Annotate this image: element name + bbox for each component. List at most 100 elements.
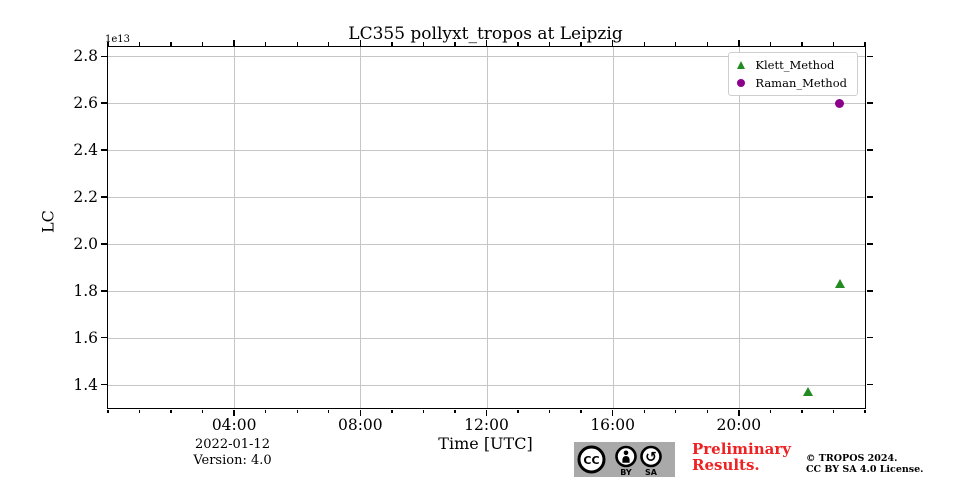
by-icon: BY [615, 445, 637, 477]
x-tick-minor-top [548, 42, 551, 46]
x-tick-major-bottom [485, 409, 488, 416]
y-tick-left [100, 243, 107, 245]
x-tick-minor-bottom [801, 409, 803, 413]
data-point-klett_method [834, 279, 845, 289]
y-axis-offset-label: 1e13 [105, 34, 131, 45]
y-tick-label: 2.0 [73, 234, 98, 253]
x-tick-minor-bottom [422, 409, 425, 413]
y-tick-right [866, 336, 873, 339]
x-tick-minor-bottom [170, 409, 172, 413]
cc-by-sa-badge-icon: CC BY ↺ SA [574, 442, 675, 477]
legend: Klett_Method Raman_Method [728, 52, 858, 96]
x-tick-minor-bottom [265, 409, 267, 413]
y-tick-left [100, 196, 107, 198]
y-tick-right [866, 383, 873, 386]
x-tick-minor-top [643, 42, 645, 46]
x-tick-major-bottom [359, 409, 362, 416]
x-tick-minor-top [391, 42, 393, 46]
y-tick-left [100, 383, 107, 386]
y-tick-label: 1.4 [73, 375, 98, 394]
x-tick-minor-top [265, 42, 267, 46]
x-tick-major-bottom [233, 409, 235, 416]
gridline-x [486, 47, 488, 408]
legend-item-raman_method: Raman_Method [737, 76, 847, 90]
x-tick-label: 04:00 [211, 416, 257, 434]
y-tick-left [100, 55, 107, 58]
x-tick-minor-top [454, 42, 456, 46]
copyright-text: © TROPOS 2024. CC BY SA 4.0 License. [806, 453, 924, 475]
y-axis-label: LC [38, 210, 58, 233]
x-tick-minor-top [138, 42, 141, 46]
y-tick-right [866, 289, 873, 292]
x-tick-minor-top [107, 42, 109, 46]
x-tick-minor-bottom [706, 409, 708, 413]
x-tick-minor-bottom [548, 409, 551, 413]
sa-text: SA [645, 468, 658, 477]
x-tick-minor-bottom [580, 409, 582, 413]
x-tick-major-top [359, 39, 362, 46]
x-tick-minor-bottom [675, 409, 677, 413]
x-tick-minor-bottom [643, 409, 645, 413]
sa-arrow-glyph: ↺ [645, 450, 657, 466]
y-tick-right [866, 102, 873, 105]
y-tick-right [866, 149, 873, 151]
x-tick-minor-top [769, 42, 772, 46]
x-tick-major-bottom [611, 409, 614, 416]
x-tick-major-bottom [738, 409, 740, 416]
y-tick-label: 2.6 [73, 94, 98, 113]
x-tick-minor-top [296, 42, 298, 46]
x-tick-minor-bottom [517, 409, 519, 413]
x-tick-label: 08:00 [337, 416, 383, 434]
y-tick-label: 2.2 [73, 188, 98, 207]
x-tick-minor-bottom [832, 409, 835, 413]
x-tick-minor-bottom [138, 409, 141, 413]
x-tick-label: 16:00 [590, 416, 635, 434]
gridline-x [234, 47, 236, 408]
preliminary-results-text: Preliminary Results. [692, 440, 791, 474]
gridline-x [738, 47, 740, 408]
legend-item-klett_method: Klett_Method [737, 58, 847, 72]
x-tick-label: 20:00 [716, 416, 762, 434]
y-tick-left [100, 102, 107, 105]
x-tick-minor-top [328, 42, 330, 46]
data-point-raman_method [835, 98, 845, 108]
y-tick-right [866, 196, 873, 198]
x-tick-minor-bottom [201, 409, 204, 413]
x-tick-minor-bottom [454, 409, 456, 413]
x-tick-minor-bottom [391, 409, 393, 413]
x-tick-major-top [611, 39, 614, 46]
legend-marker-triangle-icon [737, 61, 746, 69]
legend-label: Klett_Method [755, 58, 835, 72]
cc-text: CC [583, 454, 599, 467]
x-tick-minor-bottom [328, 409, 330, 413]
gridline-x [612, 47, 614, 408]
y-tick-label: 1.8 [73, 281, 98, 300]
y-tick-left [100, 149, 107, 151]
legend-marker-circle-icon [737, 79, 746, 87]
x-tick-major-top [485, 39, 488, 46]
x-tick-minor-top [675, 42, 677, 46]
y-tick-right [866, 55, 873, 58]
y-tick-label: 2.8 [73, 47, 98, 66]
date-version-block: 2022-01-12 Version: 4.0 [150, 437, 315, 468]
sa-icon: ↺ SA [640, 445, 662, 477]
x-tick-minor-top [801, 42, 803, 46]
x-tick-minor-top [170, 42, 172, 46]
x-tick-minor-top [580, 42, 582, 46]
x-tick-minor-top [517, 42, 519, 46]
measurement-date: 2022-01-12 [195, 437, 270, 452]
plot-area: Klett_Method Raman_Method 1.4 1.6 1.8 2.0 2.2… [73, 39, 873, 434]
legend-label: Raman_Method [755, 76, 847, 90]
y-tick-right [866, 243, 873, 245]
x-tick-major-top [738, 39, 740, 46]
x-tick-minor-bottom [107, 409, 109, 413]
by-text: BY [620, 468, 632, 477]
chart-title: LC355 pollyxt_tropos at Leipzig [348, 24, 623, 44]
x-tick-minor-top [832, 42, 835, 46]
x-tick-minor-top [864, 42, 866, 46]
x-tick-minor-top [201, 42, 204, 46]
x-tick-minor-top [422, 42, 425, 46]
y-tick-left [100, 289, 107, 292]
y-tick-left [100, 336, 107, 339]
